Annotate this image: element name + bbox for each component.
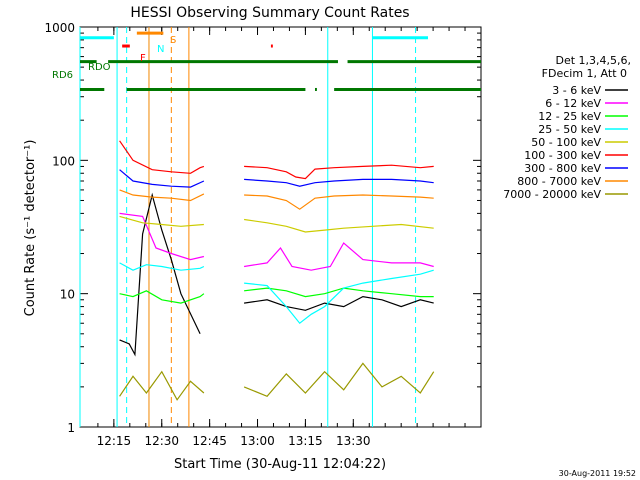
axes: 1 10 100 1000 12:15 12:30 12:45 13:00 13:15 13:30 — [44, 21, 482, 448]
legend-label: 800 - 7000 keV — [517, 175, 601, 188]
series-line-5 — [244, 218, 434, 233]
y-tick-label: 100 — [52, 154, 75, 168]
series-line-9 — [119, 370, 205, 401]
legend-label: 3 - 6 keV — [552, 84, 601, 97]
flag-label-rd6: RD6 — [52, 70, 73, 81]
series-line-4 — [244, 269, 434, 325]
x-tick-label: 13:00 — [240, 434, 275, 448]
legend-label: 300 - 800 keV — [524, 162, 601, 175]
flag-label-rdo: RDO — [88, 62, 111, 73]
y-tick-label: 1000 — [44, 21, 75, 35]
flag-label-n: N — [157, 44, 164, 55]
legend: Det 1,3,4,5,6, FDecim 1, Att 0 3 - 6 keV… — [503, 54, 631, 201]
x-tick-label: 12:15 — [97, 434, 132, 448]
series-line-1 — [119, 192, 201, 357]
series-line-2 — [244, 242, 434, 271]
series-lines — [119, 140, 435, 401]
series-line-5 — [119, 215, 204, 227]
flag-label-s: S — [170, 35, 176, 46]
legend-label: 50 - 100 keV — [531, 136, 601, 149]
series-line-1 — [244, 295, 434, 311]
legend-header-line-1: Det 1,3,4,5,6, — [555, 54, 631, 67]
legend-label: 25 - 50 keV — [538, 123, 601, 136]
series-line-6 — [244, 164, 434, 180]
flag-label-f: F — [140, 53, 146, 64]
x-tick-label: 13:15 — [288, 434, 323, 448]
series-line-8 — [244, 194, 434, 210]
series-line-7 — [119, 169, 205, 188]
y-tick-label: 10 — [60, 288, 75, 302]
legend-label: 6 - 12 keV — [545, 97, 601, 110]
date-stamp: 30-Aug-2011 19:52 — [559, 469, 636, 478]
x-tick-label: 13:30 — [336, 434, 371, 448]
x-axis-label: Start Time (30-Aug-11 12:04:22) — [174, 457, 386, 472]
y-axis-label: Count Rate (s⁻¹ detector⁻¹) — [23, 140, 38, 317]
x-tick-label: 12:30 — [144, 434, 179, 448]
legend-label: 7000 - 20000 keV — [503, 188, 601, 201]
flag-bars — [80, 31, 481, 91]
series-line-8 — [119, 189, 205, 202]
series-line-4 — [119, 262, 205, 271]
series-line-3 — [244, 287, 434, 298]
chart-title: HESSI Observing Summary Count Rates — [130, 5, 409, 21]
series-line-6 — [119, 140, 205, 174]
y-tick-label: 1 — [67, 421, 75, 435]
x-tick-label: 12:45 — [192, 434, 227, 448]
series-line-2 — [119, 212, 205, 261]
legend-label: 100 - 300 keV — [524, 149, 601, 162]
series-line-9 — [243, 362, 435, 398]
series-line-3 — [119, 290, 205, 304]
legend-header-line-2: FDecim 1, Att 0 — [542, 67, 627, 80]
series-line-7 — [244, 178, 434, 187]
vertical-markers — [79, 27, 417, 427]
legend-label: 12 - 25 keV — [538, 110, 601, 123]
